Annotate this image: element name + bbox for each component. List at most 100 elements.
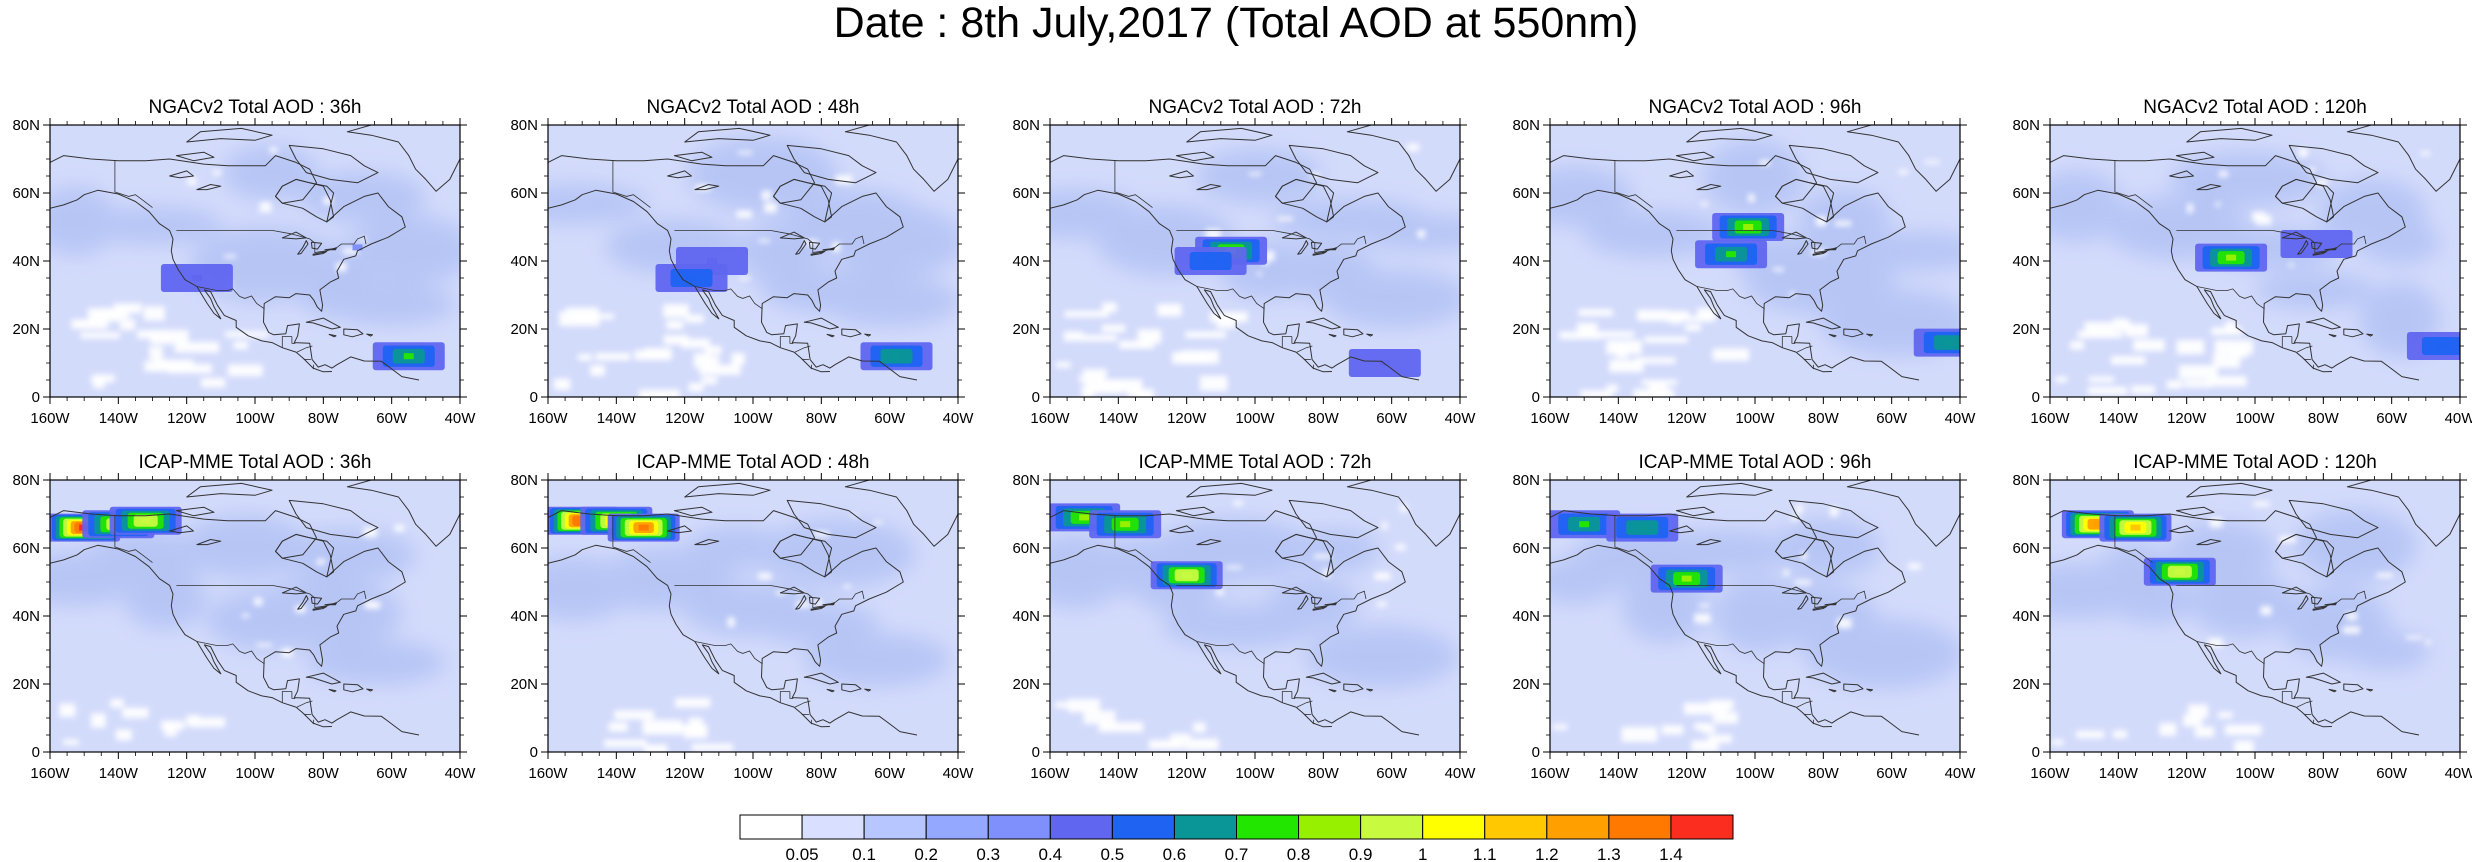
panel-title: ICAP-MME Total AOD : 120h: [2133, 452, 2377, 473]
coastline: [548, 480, 958, 736]
lon-tick-label: 140W: [99, 410, 139, 427]
lon-tick-label: 120W: [665, 765, 705, 782]
country-border: [1114, 160, 1367, 370]
country-border: [2114, 160, 2367, 370]
coastline: [548, 125, 958, 381]
lon-tick-label: 80W: [2308, 765, 2340, 782]
colorbar-swatch: [1111, 814, 1175, 840]
aod-plume: [2195, 243, 2268, 272]
colorbar-swatch: [1608, 814, 1672, 840]
lat-tick-label: 80N: [1512, 472, 1540, 489]
lon-tick-label: 160W: [1030, 765, 1070, 782]
lat-tick-label: 40N: [1012, 253, 1040, 270]
lat-tick-label: 20N: [12, 676, 40, 693]
map-panel: ICAP-MME Total AOD : 36h 80N 60N 40N 20N 0 160…: [12, 452, 476, 782]
lat-tick-label: 0: [2032, 389, 2040, 406]
panel-title: ICAP-MME Total AOD : 96h: [1638, 452, 1871, 473]
lon-tick-label: 120W: [167, 765, 207, 782]
colorbar-swatch: [863, 814, 927, 840]
lon-tick-label: 160W: [30, 410, 70, 427]
colorbar-swatch: [925, 814, 989, 840]
colorbar-swatch: [987, 814, 1051, 840]
lon-tick-label: 40W: [943, 765, 975, 782]
lat-tick-label: 80N: [2012, 472, 2040, 489]
aod-plume: [860, 342, 933, 371]
lon-tick-label: 120W: [1167, 765, 1207, 782]
map-panel: NGACv2 Total AOD : 48h 80N 60N 40N 20N 0 160W 1…: [510, 97, 974, 427]
colorbar-label: 1.4: [1659, 845, 1683, 862]
lon-tick-label: 100W: [2235, 765, 2275, 782]
lat-tick-label: 0: [32, 389, 40, 406]
lat-tick-label: 40N: [12, 253, 40, 270]
lon-tick-label: 160W: [1530, 410, 1570, 427]
colorbar-swatch: [1670, 814, 1734, 840]
aod-plume: [607, 513, 680, 542]
aod-plume: [2143, 557, 2216, 586]
lon-tick-label: 160W: [528, 765, 568, 782]
lon-tick-label: 120W: [1667, 765, 1707, 782]
colorbar-swatch: [1546, 814, 1610, 840]
lon-tick-label: 140W: [2099, 765, 2139, 782]
panel-title: NGACv2 Total AOD : 36h: [149, 97, 362, 118]
lon-tick-label: 60W: [874, 765, 906, 782]
aod-field: [2050, 480, 2460, 752]
lon-tick-label: 160W: [1530, 765, 1570, 782]
lat-tick-label: 20N: [2012, 676, 2040, 693]
lon-tick-label: 160W: [2030, 410, 2070, 427]
lon-tick-label: 120W: [167, 410, 207, 427]
aod-field: [50, 125, 460, 397]
lat-tick-label: 0: [2032, 744, 2040, 761]
lon-tick-label: 140W: [1099, 765, 1139, 782]
aod-plume: [1712, 213, 1785, 241]
colorbar-label: 0.1: [852, 845, 876, 862]
panel-title: ICAP-MME Total AOD : 48h: [636, 452, 869, 473]
lon-tick-label: 60W: [1876, 765, 1908, 782]
lat-tick-label: 40N: [1512, 608, 1540, 625]
figure-title: Date : 8th July,2017 (Total AOD at 550nm…: [833, 0, 1639, 47]
colorbar-label: 1: [1418, 845, 1427, 862]
panel-title: ICAP-MME Total AOD : 72h: [1138, 452, 1371, 473]
colorbar-label: 0.05: [786, 845, 819, 862]
coastline: [1050, 125, 1460, 381]
aod-field: [548, 125, 958, 397]
lon-tick-label: 100W: [235, 765, 275, 782]
lon-tick-label: 120W: [1667, 410, 1707, 427]
lat-tick-label: 60N: [1512, 185, 1540, 202]
lon-tick-label: 160W: [528, 410, 568, 427]
aod-field: [1550, 125, 1960, 397]
lat-tick-label: 60N: [1512, 540, 1540, 557]
coastline: [1550, 480, 1960, 736]
lat-tick-label: 40N: [510, 253, 538, 270]
colorbar-label: 0.3: [976, 845, 1000, 862]
aod-plume: [655, 264, 728, 292]
lon-tick-label: 140W: [597, 765, 637, 782]
aod-plume: [2280, 230, 2353, 258]
map-panel: NGACv2 Total AOD : 72h 80N 60N 40N 20N 0 160W 1…: [1012, 97, 1477, 427]
map-panel: ICAP-MME Total AOD : 72h 80N 60N 40N 20N 0 160…: [1012, 452, 1476, 782]
coastline: [1550, 125, 1960, 381]
colorbar-label: 1.1: [1473, 845, 1497, 862]
lon-tick-label: 140W: [597, 410, 637, 427]
country-border: [1114, 515, 1367, 725]
lon-tick-label: 80W: [1808, 410, 1840, 427]
lon-tick-label: 40W: [2445, 765, 2472, 782]
map-panel: NGACv2 Total AOD : 36h 80N 60N 40N 20N 0 160W 1…: [12, 97, 476, 427]
lat-tick-label: 0: [32, 744, 40, 761]
lat-tick-label: 40N: [2012, 253, 2040, 270]
lat-tick-label: 80N: [510, 472, 538, 489]
lon-tick-label: 60W: [376, 765, 408, 782]
lat-tick-label: 20N: [1012, 676, 1040, 693]
panel-title: ICAP-MME Total AOD : 36h: [138, 452, 371, 473]
lat-tick-label: 60N: [12, 540, 40, 557]
lat-tick-label: 80N: [2012, 117, 2040, 134]
map-panel: ICAP-MME Total AOD : 96h 80N 60N 40N 20N 0 160…: [1512, 452, 1976, 782]
colorbar-label: 0.5: [1101, 845, 1125, 862]
lat-tick-label: 20N: [2012, 321, 2040, 338]
coastline: [1050, 480, 1460, 736]
lat-tick-label: 80N: [12, 472, 40, 489]
lon-tick-label: 40W: [1445, 410, 1477, 427]
coastline: [2050, 125, 2460, 381]
aod-plume: [352, 244, 363, 251]
map-panel: ICAP-MME Total AOD : 48h 80N 60N 40N 20N 0 160…: [510, 452, 974, 782]
lat-tick-label: 40N: [2012, 608, 2040, 625]
